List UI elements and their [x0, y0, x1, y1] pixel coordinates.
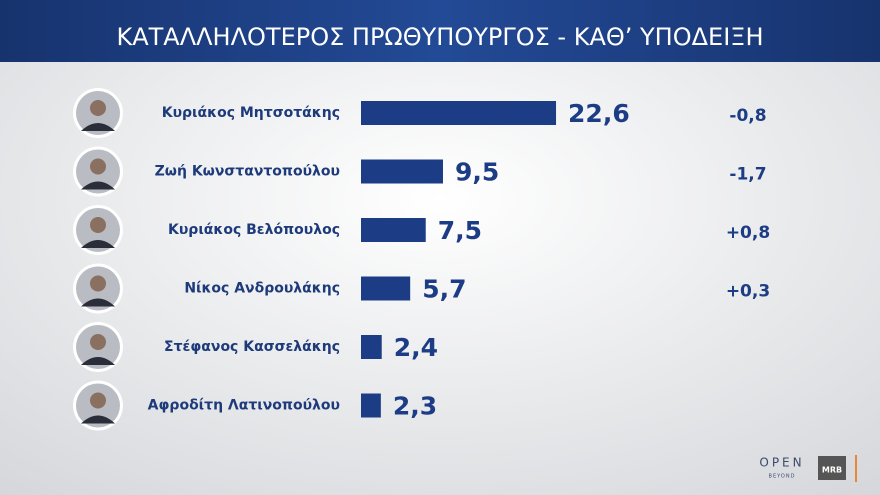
value-label: 2,4 — [394, 333, 438, 362]
bar — [361, 393, 381, 418]
category-label: Νίκος Ανδρουλάκης — [184, 281, 340, 297]
pollster-logo — [818, 456, 846, 480]
value-label: 5,7 — [422, 275, 466, 304]
photo-head — [90, 275, 106, 292]
value-label: 9,5 — [455, 158, 499, 187]
value-label: 2,3 — [393, 392, 437, 421]
photo-head — [90, 217, 106, 233]
bar — [361, 159, 443, 184]
photo-body — [81, 123, 115, 131]
change-label: -0,8 — [729, 106, 766, 126]
photo-body — [81, 298, 115, 307]
header — [0, 0, 880, 62]
category-label: Κυριάκος Βελόπουλος — [168, 222, 340, 238]
category-label: Αφροδίτη Λατινοπούλου — [148, 398, 340, 414]
photo-body — [81, 240, 115, 248]
photo-body — [81, 181, 115, 190]
value-label: 7,5 — [438, 216, 482, 245]
bar — [361, 335, 382, 359]
photo-body — [81, 415, 115, 424]
change-label: -1,7 — [729, 165, 766, 185]
photo-head — [90, 100, 106, 116]
change-label: +0,3 — [726, 282, 770, 302]
brand-tagline: BEYOND — [769, 474, 796, 480]
change-label: +0,8 — [726, 223, 770, 243]
value-label: 22,6 — [568, 99, 630, 128]
photo-head — [90, 158, 106, 175]
category-label: Στέφανος Κασσελάκης — [164, 339, 340, 355]
brand-channel: OPEN — [759, 456, 804, 470]
bar — [361, 276, 411, 301]
bar — [361, 218, 426, 242]
photo-body — [81, 357, 115, 365]
photo-head — [90, 392, 106, 409]
brand-pollster: MRB — [822, 466, 842, 475]
chart-title: ΚΑΤΑΛΛΗΛΟΤΕΡΟΣ ΠΡΩΘΥΠΟΥΡΓΟΣ - ΚΑΘ’ ΥΠΟΔΕ… — [116, 23, 763, 51]
photo-head — [90, 334, 106, 350]
bar — [361, 101, 557, 125]
category-label: Ζωή Κωνσταντοπούλου — [155, 164, 340, 180]
category-label: Κυριάκος Μητσοτάκης — [162, 105, 340, 121]
